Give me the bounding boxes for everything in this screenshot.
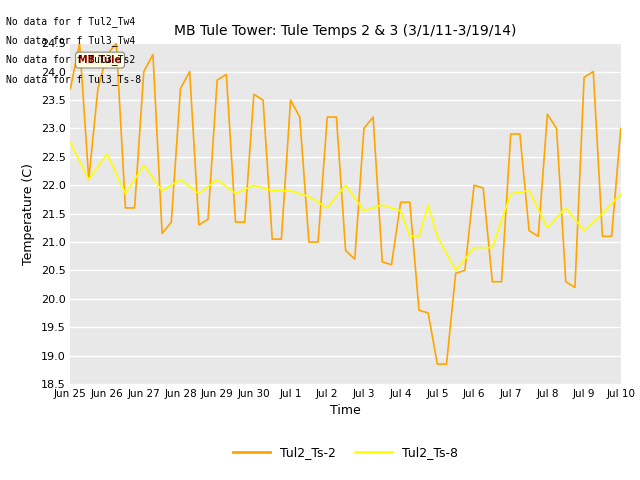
Legend: Tul2_Ts-2, Tul2_Ts-8: Tul2_Ts-2, Tul2_Ts-8 [228, 442, 463, 464]
Text: MB Tule: MB Tule [79, 55, 122, 65]
Text: No data for f Tul2_Tw4: No data for f Tul2_Tw4 [6, 16, 136, 27]
Title: MB Tule Tower: Tule Temps 2 & 3 (3/1/11-3/19/14): MB Tule Tower: Tule Temps 2 & 3 (3/1/11-… [175, 24, 516, 38]
Text: No data for f Tul3_Ts2: No data for f Tul3_Ts2 [6, 54, 136, 65]
X-axis label: Time: Time [330, 405, 361, 418]
Y-axis label: Temperature (C): Temperature (C) [22, 163, 35, 264]
Text: No data for f Tul3_Tw4: No data for f Tul3_Tw4 [6, 35, 136, 46]
Text: No data for f Tul3_Ts-8: No data for f Tul3_Ts-8 [6, 73, 141, 84]
